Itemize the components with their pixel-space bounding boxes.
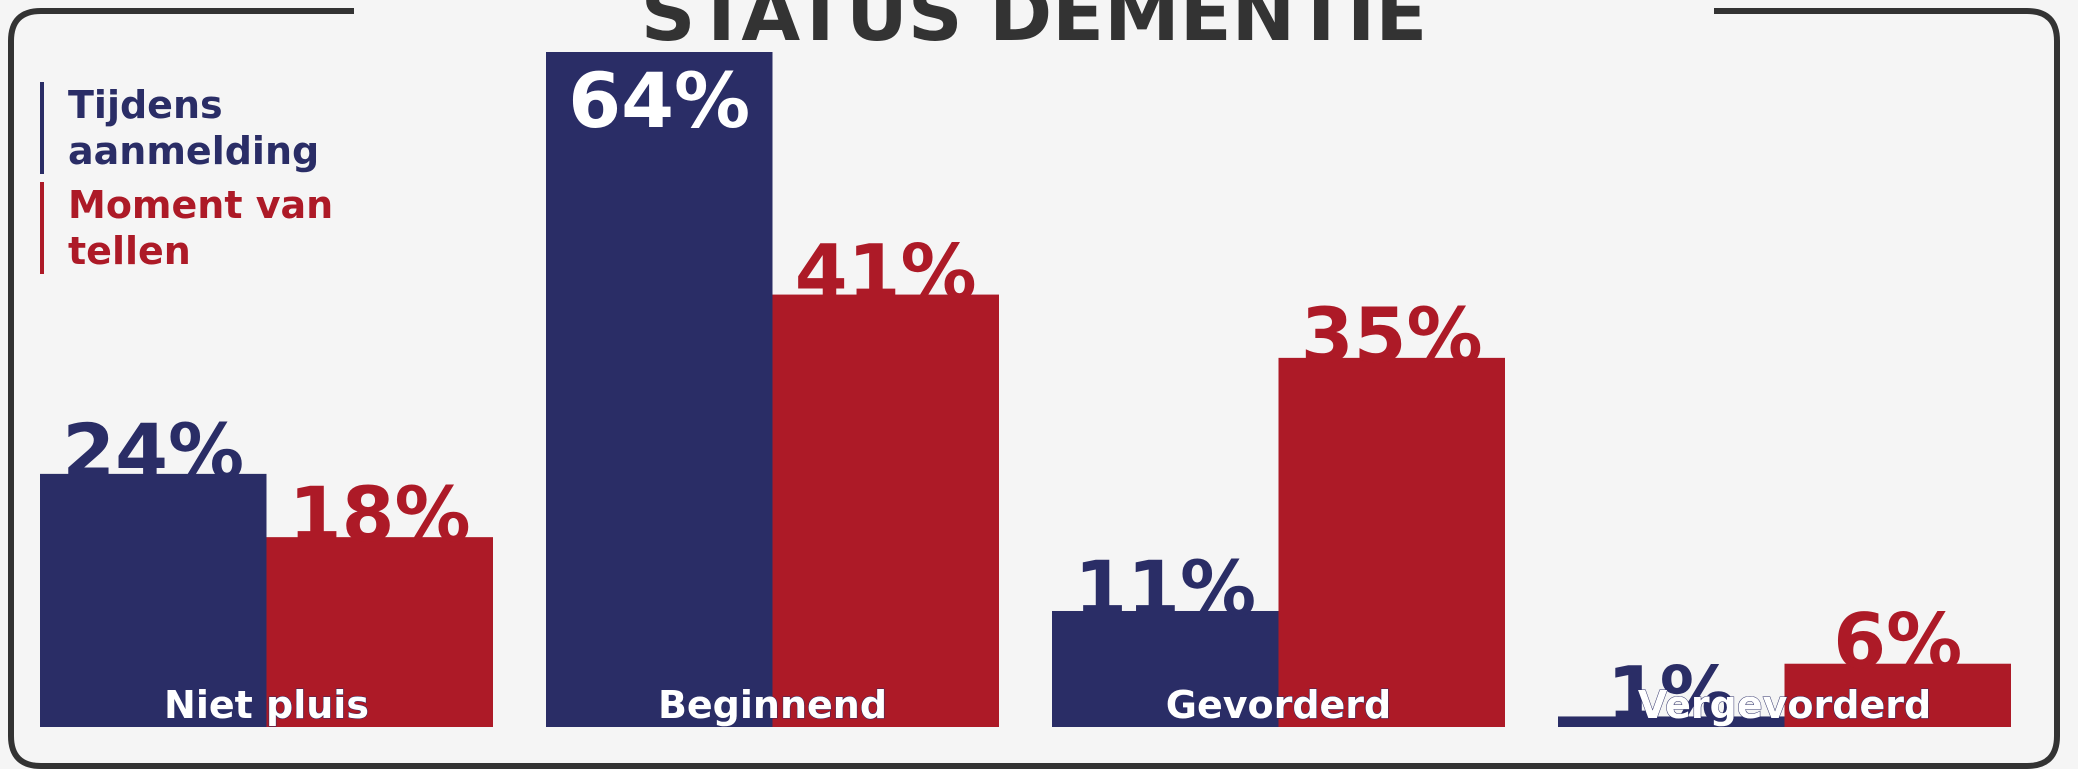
bar (1052, 610, 1279, 727)
value-label: 64% (568, 56, 750, 145)
bar (40, 473, 267, 727)
bar (266, 537, 493, 727)
value-label: 24% (62, 407, 244, 496)
legend-entry: Moment van tellen (40, 182, 340, 274)
value-label: 1% (1607, 649, 1736, 738)
category-label: Gevorderd (1166, 683, 1392, 727)
legend: Tijdens aanmelding Moment van tellen (40, 82, 340, 282)
value-label: 6% (1833, 597, 1962, 686)
value-label: 35% (1301, 291, 1483, 380)
bar (546, 52, 773, 727)
chart-title: STATUS DEMENTIE (641, 0, 1428, 58)
value-label: 41% (795, 228, 977, 317)
bar (1278, 357, 1505, 727)
value-label: 11% (1074, 544, 1256, 633)
bar (1784, 663, 2011, 727)
bar (772, 294, 999, 727)
category-label: Vergevorderd (1638, 683, 1931, 727)
category-label: Niet pluis (164, 683, 369, 727)
value-label: 18% (289, 470, 471, 559)
legend-entry: Tijdens aanmelding (40, 82, 340, 174)
category-label: Beginnend (658, 683, 887, 727)
bar (1558, 716, 1785, 727)
frame (8, 8, 2060, 769)
